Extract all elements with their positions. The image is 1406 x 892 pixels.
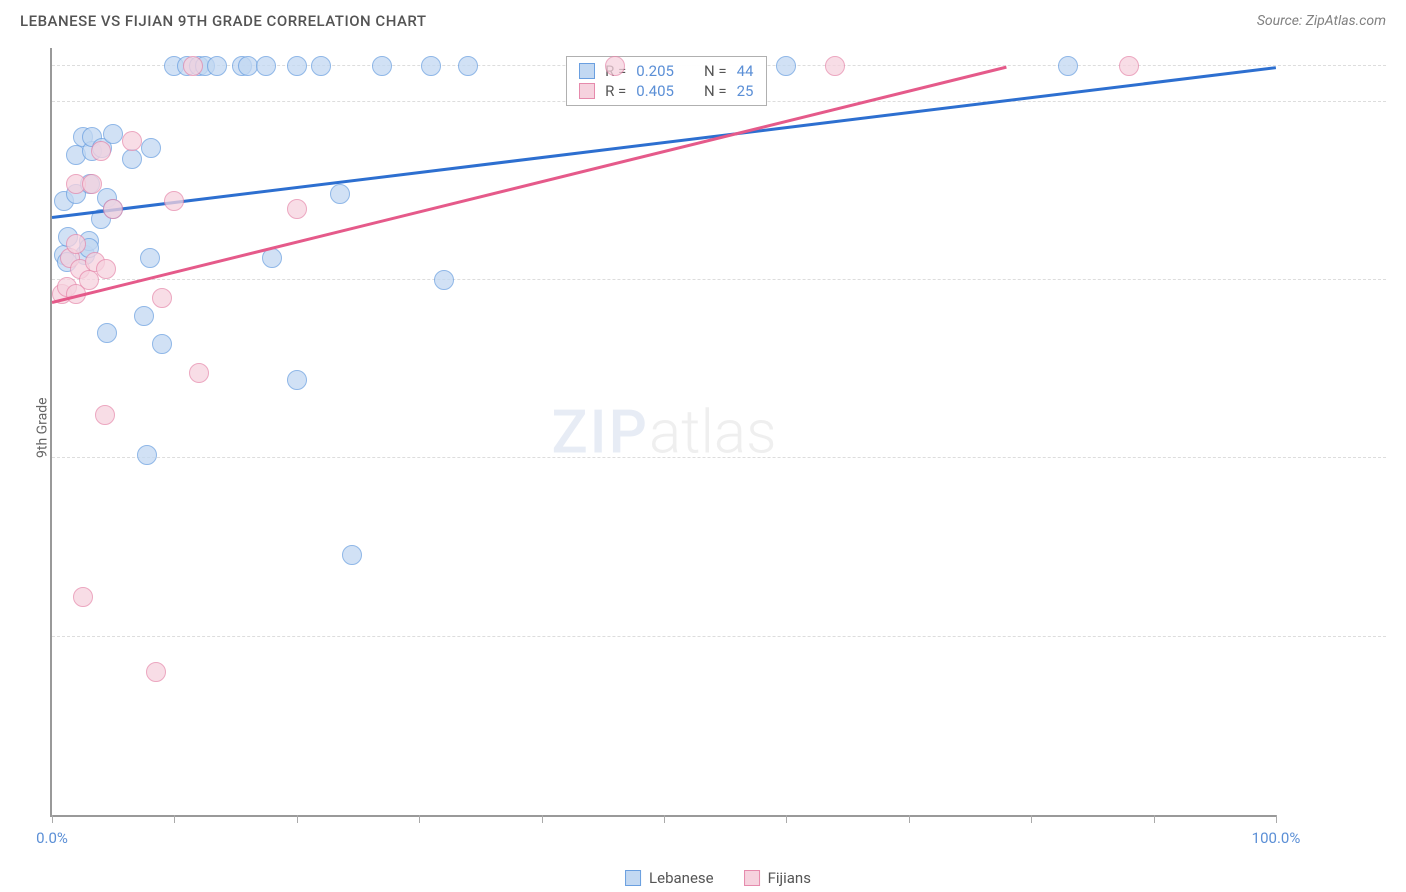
data-point-fijians [95,405,115,425]
data-point-lebanese [122,149,142,169]
data-point-fijians [82,174,102,194]
data-point-lebanese [330,184,350,204]
chart-container: 9th Grade ZIPatlas 0.0%100.0%R =0.205N =… [50,48,1386,852]
legend-label: Fijians [768,869,811,887]
chart-title: LEBANESE VS FIJIAN 9TH GRADE CORRELATION… [20,12,427,30]
data-point-lebanese [137,445,157,465]
source-name: ZipAtlas.com [1306,13,1386,29]
data-point-lebanese [141,138,161,158]
data-point-fijians [152,288,172,308]
plot-area: ZIPatlas 0.0%100.0%R =0.205N =44R =0.405… [50,48,1276,817]
stats-n-value: 25 [737,82,754,100]
gridline [52,279,1386,280]
data-point-fijians [183,56,203,76]
stats-n-label: N = [704,82,727,100]
x-tick [1154,815,1155,823]
data-point-fijians [189,363,209,383]
stats-swatch-icon [579,63,595,79]
data-point-fijians [96,259,116,279]
data-point-fijians [825,56,845,76]
data-point-lebanese [1058,56,1078,76]
data-point-lebanese [238,56,258,76]
data-point-lebanese [776,56,796,76]
data-point-lebanese [311,56,331,76]
x-tick [1031,815,1032,823]
data-point-lebanese [97,323,117,343]
x-tick [174,815,175,823]
legend-item: Lebanese [625,869,714,887]
data-point-lebanese [140,248,160,268]
data-point-lebanese [152,334,172,354]
stats-r-label: R = [605,82,626,100]
legend-item: Fijians [744,869,811,887]
data-point-fijians [103,199,123,219]
stats-row-fijians: R = 0.405 N = 25 [579,81,753,101]
stats-box: R = 0.205 N = 44R = 0.405 N = 25 [566,56,766,106]
trend-line-fijians [52,66,1007,304]
data-point-lebanese [287,56,307,76]
legend-swatch-icon [625,870,641,886]
x-tick [1276,815,1277,823]
data-point-fijians [164,191,184,211]
stats-r-value: 0.405 [636,82,674,100]
data-point-lebanese [342,545,362,565]
data-point-lebanese [287,370,307,390]
x-tick-label: 100.0% [1252,829,1301,847]
data-point-fijians [287,199,307,219]
legend-label: Lebanese [649,869,714,887]
data-point-lebanese [421,56,441,76]
legend-swatch-icon [744,870,760,886]
data-point-lebanese [458,56,478,76]
data-point-lebanese [134,306,154,326]
data-point-lebanese [103,124,123,144]
data-point-lebanese [434,270,454,290]
x-tick-label: 0.0% [36,829,68,847]
source-prefix: Source: [1257,13,1306,29]
gridline [52,457,1386,458]
data-point-lebanese [372,56,392,76]
x-tick [419,815,420,823]
data-point-fijians [146,662,166,682]
stats-swatch-icon [579,83,595,99]
data-point-fijians [122,131,142,151]
data-point-lebanese [256,56,276,76]
data-point-fijians [1119,56,1139,76]
data-point-lebanese [207,56,227,76]
stats-r-value: 0.205 [636,62,674,80]
x-tick [52,815,53,823]
x-tick [297,815,298,823]
stats-n-value: 44 [737,62,754,80]
stats-n-label: N = [704,62,727,80]
data-point-fijians [66,234,86,254]
gridline [52,636,1386,637]
source-attribution: Source: ZipAtlas.com [1257,13,1386,29]
x-tick [909,815,910,823]
y-axis-label: 9th Grade [34,397,50,458]
data-point-fijians [91,141,111,161]
x-tick [664,815,665,823]
x-tick [786,815,787,823]
legend: Lebanese Fijians [625,869,811,887]
data-point-lebanese [262,248,282,268]
x-tick [542,815,543,823]
data-point-fijians [605,56,625,76]
data-point-fijians [73,587,93,607]
